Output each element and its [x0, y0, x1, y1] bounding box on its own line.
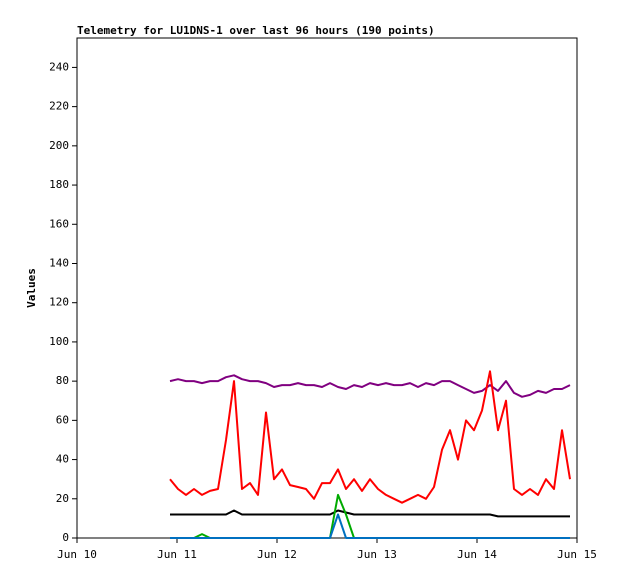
x-tick-label: Jun 14: [457, 548, 497, 561]
y-tick-label: 160: [49, 217, 69, 230]
y-tick-label: 140: [49, 256, 69, 269]
y-tick-label: 40: [56, 453, 69, 466]
y-tick-label: 60: [56, 413, 69, 426]
y-axis-label: Values: [25, 268, 38, 308]
plot-frame: [76, 37, 578, 539]
series-line: [169, 370, 571, 504]
y-tick-label: 200: [49, 139, 69, 152]
series-line: [169, 374, 571, 398]
x-tick-label: Jun 15: [557, 548, 597, 561]
y-tick-label: 20: [56, 492, 69, 505]
y-tick-label: 220: [49, 100, 69, 113]
series-line: [170, 513, 570, 539]
chart-title: Telemetry for LU1DNS-1 over last 96 hour…: [77, 24, 435, 37]
x-tick-label: Jun 12: [257, 548, 297, 561]
x-tick-label: Jun 10: [57, 548, 97, 561]
y-tick-label: 180: [49, 178, 69, 191]
series-line: [170, 509, 570, 518]
y-tick-label: 120: [49, 296, 69, 309]
y-tick-label: 240: [49, 60, 69, 73]
x-tick-label: Jun 13: [357, 548, 397, 561]
x-tick-label: Jun 11: [157, 548, 197, 561]
y-tick-label: 100: [49, 335, 69, 348]
y-tick-label: 0: [62, 531, 69, 544]
y-tick-label: 80: [56, 374, 69, 387]
